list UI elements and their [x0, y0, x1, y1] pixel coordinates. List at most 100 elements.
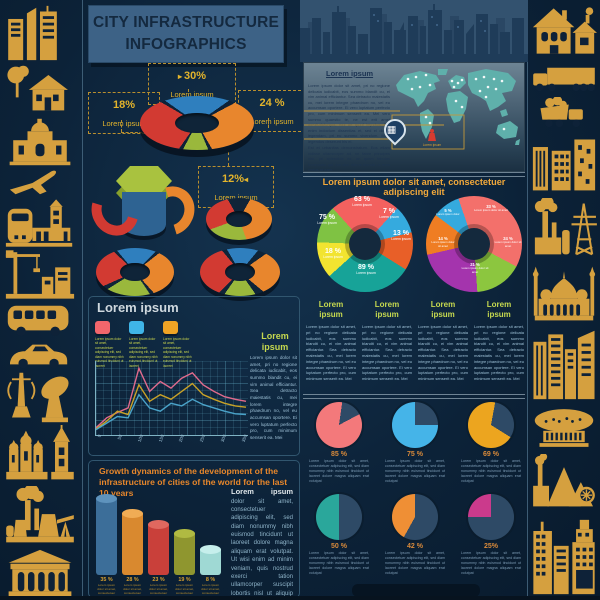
page-title: CITY INFRASTRUCTURE INFOGRAPHICS [88, 5, 284, 63]
right-divider-line [527, 0, 528, 600]
city-towers-icon [533, 519, 595, 595]
houses-icon [532, 7, 597, 54]
title-line-1: CITY INFRASTRUCTURE [92, 13, 280, 31]
line-chart [96, 366, 247, 431]
section-heading: Lorem ipsum [97, 300, 179, 315]
growth-heading: Growth dynamics of the development of th… [99, 466, 288, 499]
cylinder-bar-chart [96, 483, 228, 575]
growth-side-paragraph: Lorem ipsum dolor sit amet, consectetuer… [231, 487, 293, 600]
text-column: Lorem ipsum Lorem ipsum dolor sit amet, … [474, 300, 524, 382]
legend-caption: Lorem ipsum dolor sit amet, consectetuer… [95, 337, 124, 368]
legend-caption: Lorem ipsum dolor sit amet, consectetuer… [163, 337, 192, 368]
antenna-satellite-dish-icon [7, 372, 69, 423]
percent-pie-cell: 69 % Lorem ipsum dolor sit amet, consect… [458, 402, 524, 484]
arrow-icon: ◂ [244, 175, 249, 184]
bar-percent-labels: 35 % 28 % 23 % 19 % 8 % [100, 577, 216, 583]
pies-section-heading: Lorem ipsum dolor sit amet, consectetuer… [322, 177, 506, 197]
city-skyline-illustration [300, 0, 528, 62]
train-station-icon [5, 199, 73, 248]
column-heading: Lorem ipsum [318, 300, 344, 319]
legend-caption: Lorem ipsum dolor sit amet, consectetuer… [129, 337, 158, 368]
exploded-3d-donut-chart [140, 96, 254, 150]
skyscraper-cluster-icon [533, 330, 595, 400]
callout-connector [121, 132, 147, 133]
side-heading: Lorem ipsum [261, 331, 289, 352]
percent-pie-cell: 85 % Lorem ipsum dolor sit amet, consect… [306, 402, 372, 484]
donut-chart-left: 63 % Lorem ipsum 7 % Lorem ipsum 13 % Lorem… [310, 192, 420, 296]
column-heading: Lorem ipsum [374, 300, 400, 319]
bar-28 [122, 509, 143, 575]
bar-8 [200, 545, 221, 575]
line-chart-grid [95, 361, 248, 436]
donut-chart-right-disc [426, 196, 522, 292]
title-line-2: INFOGRAPHICS [125, 36, 247, 53]
text-column: Lorem ipsum Lorem ipsum dolor sit amet, … [362, 300, 412, 382]
bar-35 [96, 494, 117, 575]
map-connector-lines [304, 110, 465, 150]
callout-connector [268, 118, 269, 128]
left-icon-sidebar [0, 0, 80, 600]
map-heading: Lorem ipsum [326, 69, 374, 78]
percent-pie-cell: 75 % Lorem ipsum dolor sit amet, consect… [382, 402, 448, 484]
left-divider-line [82, 0, 83, 600]
map-paragraph-1: Lorem ipsum dolor sit amet, pri no regio… [308, 83, 390, 144]
percent-pies-row-2: 50 % Lorem ipsum dolor sit amet, consect… [306, 494, 524, 576]
3d-donut-chart-small [200, 248, 280, 296]
legend-swatch-orange [163, 321, 178, 334]
person-caption: Lorem ipsum [422, 143, 442, 147]
saucer-building-icon [534, 408, 594, 447]
bus-icon [7, 305, 69, 337]
skyscrapers-icon [8, 5, 57, 61]
section-divider [303, 172, 525, 177]
percent-pie-cell: 25% Lorem ipsum dolor sit amet, consecte… [458, 494, 524, 576]
text-column: Lorem ipsum Lorem ipsum dolor sit amet, … [306, 300, 356, 382]
column-body: Lorem ipsum dolor sit amet, pri no regio… [362, 324, 412, 382]
pie-25 [468, 494, 514, 540]
donut-chart-right: 33 % Lorem ipsum dolor sit amet 24 % Lorem… [424, 192, 524, 296]
house-tree-icon [7, 66, 68, 111]
3d-donut-chart-small [96, 248, 174, 296]
percent-pie-cell: 42 % Lorem ipsum dolor sit amet, consect… [382, 494, 448, 576]
line-chart-panel: Lorem ipsum Lorem ipsum dolor sit amet, … [88, 296, 300, 456]
legend-swatch-blue [129, 321, 144, 334]
growth-bar-chart-panel: Growth dynamics of the development of th… [88, 460, 300, 600]
pyramids-factory-icon [533, 454, 595, 507]
3d-donut-chart-small [206, 198, 272, 240]
callout-connector [228, 152, 229, 166]
mosque-icon [532, 266, 596, 321]
text-columns: Lorem ipsum Lorem ipsum dolor sit amet, … [306, 300, 524, 382]
column-heading: Lorem ipsum [486, 300, 512, 319]
pie-50 [316, 494, 362, 540]
arrow-icon: ▸ [177, 72, 182, 81]
factory-power-tower-icon [534, 198, 597, 256]
x-axis-ticks: 0 50 100 150 200 250 300 350 [96, 433, 248, 443]
bottom-strip [0, 596, 600, 600]
world-map-panel: Lorem ipsum Lorem ipsum dolor sit amet, … [303, 62, 525, 172]
text-column: Lorem ipsum Lorem ipsum dolor sit amet, … [418, 300, 468, 382]
callout-connector [121, 120, 122, 132]
percent-pie-cell: 50 % Lorem ipsum dolor sit amet, consect… [306, 494, 372, 576]
person-icon [428, 129, 436, 142]
map-paragraph-2: Est et urbanitas demonstratum. Eos etiam… [308, 145, 390, 173]
footer-badge [352, 584, 480, 597]
pie-69 [468, 402, 514, 448]
pie-75 [392, 402, 438, 448]
museum-icon [8, 549, 72, 596]
dump-truck-icon [540, 97, 583, 128]
3d-cylinder-stack-chart [82, 166, 204, 252]
side-paragraph: Lorem ipsum dolor sit amet, pri no regio… [250, 355, 297, 440]
donut-chart-left-disc [317, 196, 413, 292]
section-divider [303, 394, 525, 399]
apartment-blocks-icon [532, 139, 596, 191]
legend-swatch-pink [95, 321, 110, 334]
column-body: Lorem ipsum dolor sit amet, pri no regio… [418, 324, 468, 382]
growth-side-heading: Lorem ipsum [231, 487, 293, 496]
column-heading: Lorem ipsum [430, 300, 456, 319]
column-body: Lorem ipsum dolor sit amet, pri no regio… [474, 324, 524, 382]
callout-connector [188, 89, 189, 97]
truck-icon [533, 67, 595, 91]
bar-23 [148, 520, 169, 575]
pie-42 [392, 494, 438, 540]
power-plant-oil-pump-icon [6, 485, 74, 542]
